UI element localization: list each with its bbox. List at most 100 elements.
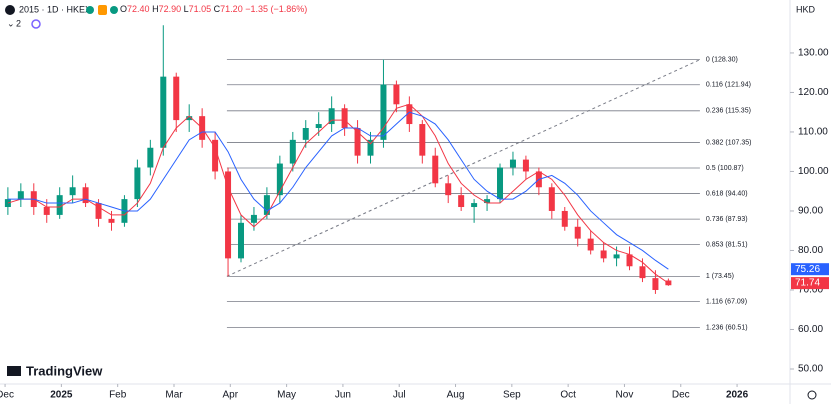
candle-body (160, 76, 167, 148)
candle-body (354, 128, 361, 156)
candle-body (393, 84, 400, 105)
logo-text: TradingView (26, 363, 103, 378)
candle-body (600, 250, 607, 259)
price-label: 71.74 (795, 278, 820, 289)
x-tick-label: Mar (165, 390, 183, 401)
fib-label: 0.853 (81.51) (706, 241, 748, 248)
fib-label: 0.116 (121.94) (706, 82, 751, 89)
candle-body (522, 159, 529, 172)
candle-body (302, 128, 309, 140)
candle-body (212, 139, 219, 172)
ohlc-key: O (120, 4, 127, 14)
candle-body (652, 278, 659, 290)
ohlc-value: 72.40 (127, 4, 150, 14)
y-tick-label: 90.00 (798, 206, 823, 217)
y-tick-label: 100.00 (798, 166, 829, 177)
settings[interactable] (807, 390, 817, 400)
candle-body (587, 238, 594, 251)
y-tick-label: 60.00 (798, 324, 823, 335)
x-tick-label: 2025 (50, 390, 73, 401)
candle-body (69, 187, 76, 196)
candle-body (509, 159, 516, 168)
x-tick-label: Nov (616, 390, 634, 401)
candle-body (639, 266, 646, 279)
candle-body (95, 203, 102, 219)
x-tick-label: Aug (447, 390, 465, 401)
candle-body (82, 187, 89, 204)
candle-body (458, 195, 465, 208)
candle-body (289, 139, 296, 164)
trend-line (226, 59, 701, 277)
fib-label: 0 (128.30) (706, 56, 738, 63)
logo-mark (7, 366, 21, 376)
candle-body (56, 195, 63, 215)
candle-body (173, 76, 180, 121)
fib-label: 1 (73.45) (706, 273, 734, 280)
candle-body (548, 187, 555, 211)
candle-body (574, 226, 581, 239)
fib-label: 1.236 (60.51) (706, 324, 748, 331)
ohlc-key: L (184, 4, 189, 14)
candle-body (484, 199, 491, 204)
ohlc-value: 71.20 (220, 4, 243, 14)
x-tick-label: Sep (503, 390, 521, 401)
moving-average (7, 111, 669, 270)
header: 2015 · 1D · HKEX O72.40 H72.90 L71.05 C7… (5, 4, 816, 29)
candle-body (225, 171, 232, 259)
y-tick-label: 130.00 (798, 48, 829, 59)
ohlc-key: C (214, 4, 221, 14)
symbol-icon (5, 5, 15, 15)
indicator-count[interactable]: 2 (16, 18, 21, 28)
price-label-box (791, 263, 829, 276)
ohlc: O72.40 H72.90 L71.05 C71.20 −1.35 (−1.86… (120, 4, 307, 14)
candle-body (276, 163, 283, 196)
candle-body (263, 195, 270, 215)
status-dot (110, 6, 118, 14)
candle-body (328, 108, 335, 125)
moving-average (7, 103, 669, 284)
y-tick-label: 120.00 (798, 87, 829, 98)
fib-label: 0.382 (107.35) (706, 139, 752, 146)
candle-body (432, 155, 439, 184)
ohlc-key: H (152, 4, 159, 14)
status-dot (86, 6, 94, 14)
fib-label: 1.116 (67.09) (706, 298, 747, 305)
logo: TradingView (7, 363, 103, 378)
candle-body (626, 254, 633, 267)
collapse[interactable]: ⌄ (7, 18, 15, 28)
candle-body (497, 167, 504, 200)
candle-body (134, 167, 141, 200)
x-tick-label: Dec (0, 390, 14, 401)
x-tick-label: May (277, 390, 296, 401)
candle-body (315, 124, 322, 128)
x-tick-label: Jun (335, 390, 351, 401)
candle-body (380, 84, 387, 140)
candle-body (471, 203, 478, 208)
x-tick-label: Dec (672, 390, 690, 401)
fib-label: 0.236 (115.35) (706, 108, 751, 115)
candle-body (406, 104, 413, 125)
fib-label: 0.5 (100.87) (706, 165, 744, 172)
candle-body (419, 124, 426, 156)
candle-body (367, 139, 374, 156)
candle-body (250, 214, 257, 223)
candle-body (17, 191, 24, 200)
candle-body (43, 207, 50, 215)
ohlc-value: 72.90 (159, 4, 182, 14)
candle-body (4, 199, 11, 208)
indicator-icon[interactable] (31, 19, 41, 29)
y-tick-label: 80.00 (798, 245, 823, 256)
y-tick-label: 70.00 (798, 285, 823, 296)
candle-body (186, 116, 193, 121)
price-label-box (791, 277, 829, 290)
y-tick-label: 50.00 (798, 364, 823, 375)
ohlc-value: −1.35 (−1.86%) (245, 4, 307, 14)
candle-body (341, 108, 348, 128)
ohlc-value: 71.05 (189, 4, 212, 14)
symbol: 2015 · 1D · HKEX (19, 4, 91, 14)
x-tick-label: Oct (560, 390, 576, 401)
candle-body (613, 254, 620, 259)
currency: HKD (796, 4, 816, 14)
candle-body (445, 183, 452, 196)
